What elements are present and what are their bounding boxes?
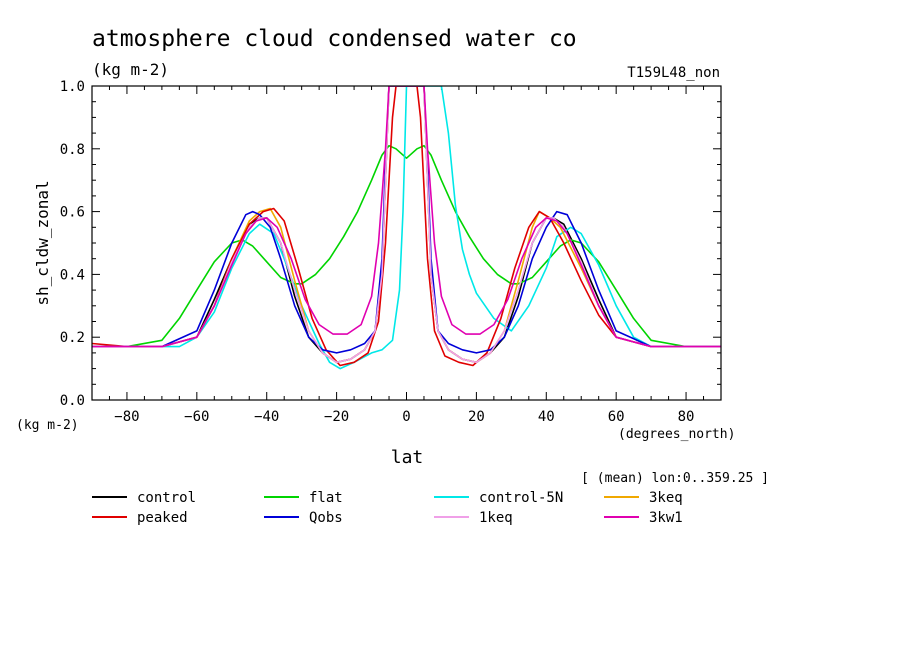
legend-label: control-5N [479,490,563,506]
y-tick-label: 0.4 [60,267,85,283]
x-tick-label: 40 [538,409,555,425]
legend-label: peaked [137,510,188,526]
x-tick-label: −20 [324,409,349,425]
series-line-Qobs [92,86,721,354]
x-units-note: (degrees_north) [618,427,735,442]
series-lines [92,86,721,370]
x-tick-label: 20 [468,409,485,425]
legend: control flat control-5N 3keq peaked Qobs 1keq 3… [92,490,683,526]
chart-units: (kg m-2) [92,60,169,79]
x-tick-label: −60 [184,409,209,425]
legend-label: 3kw1 [649,510,683,526]
x-axis-label: lat [391,447,424,468]
legend-label: 1keq [479,510,513,526]
y-tick-label: 0.0 [60,393,85,409]
x-tick-label: −80 [114,409,139,425]
legend-label: control [137,490,196,506]
legend-label: Qobs [309,510,343,526]
legend-label: 3keq [649,490,683,506]
legend-label: flat [309,490,343,506]
x-tick-label: 60 [608,409,625,425]
series-line-1keq [92,86,721,364]
y-tick-label: 1.0 [60,79,85,95]
x-tick-label: −40 [254,409,279,425]
mean-note: [ (mean) lon:0..359.25 ] [581,471,769,486]
plot-frame [91,85,722,401]
experiment-label: T159L48_non [627,65,720,81]
x-tick-label: 80 [678,409,695,425]
y-tick-label: 0.8 [60,142,85,158]
y-tick-label: 0.2 [60,330,85,346]
series-line-3kw1 [92,86,721,348]
y-axis-label: sh_cldw_zonal [33,180,52,305]
series-line-peaked [92,86,721,367]
y-tick-label: 0.6 [60,205,85,221]
y-units-note: (kg m-2) [16,418,79,433]
x-tick-label: 0 [402,409,410,425]
axis-ticks: −80 −60 −40 −20 0 20 40 60 80 0.0 0.2 0.4 0.6 0.8 1.0 [60,79,722,425]
chart-title: atmosphere cloud condensed water co [92,26,577,52]
